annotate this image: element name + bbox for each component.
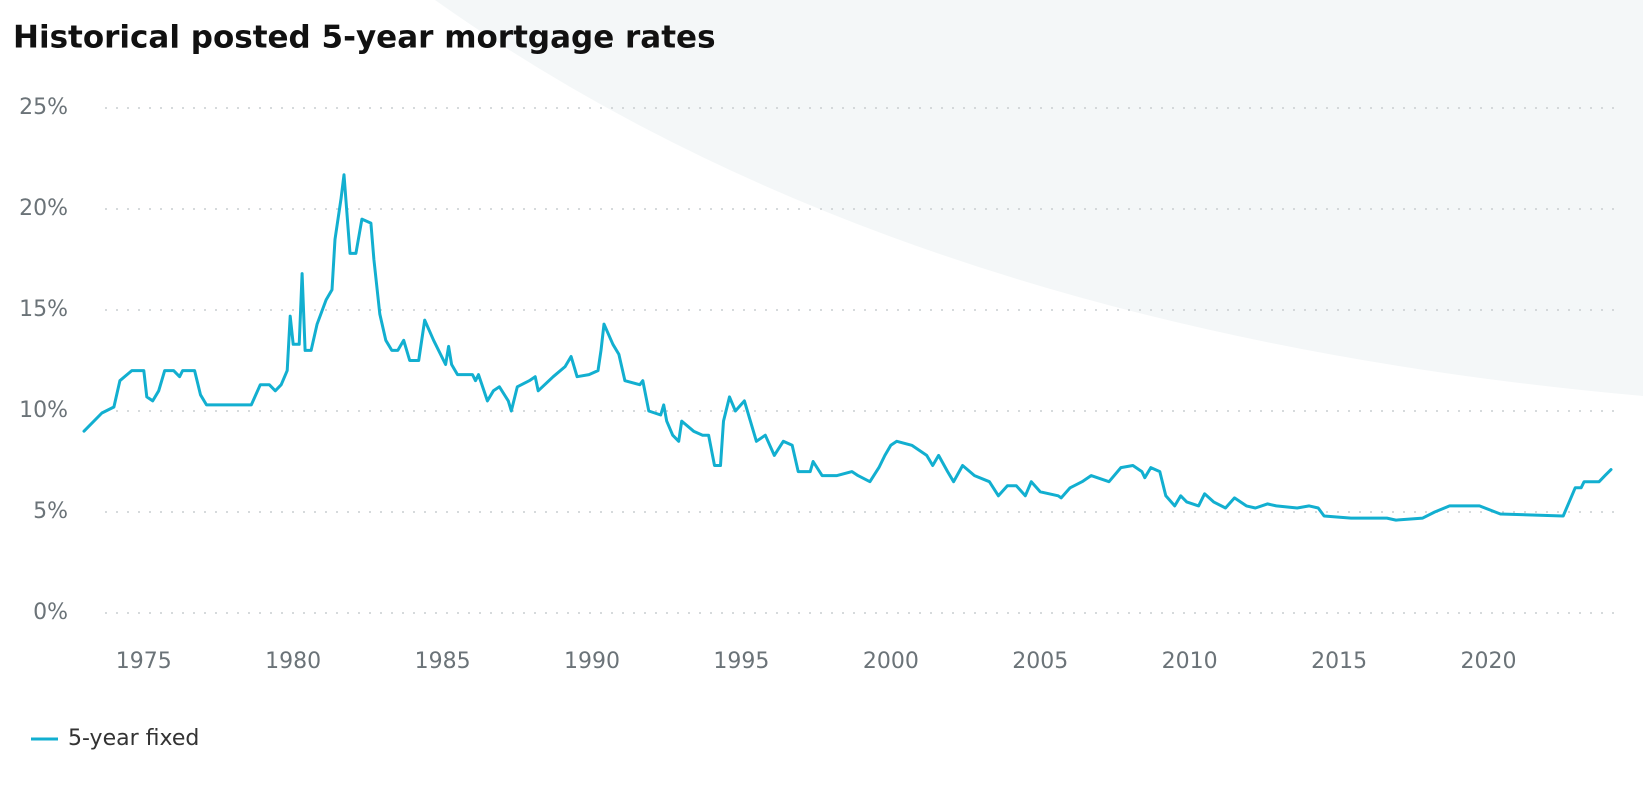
y-tick-label: 15% (19, 297, 68, 322)
x-tick-label: 1995 (713, 649, 769, 674)
y-tick-label: 10% (19, 398, 68, 423)
x-tick-label: 1985 (415, 649, 471, 674)
y-tick-label: 20% (19, 196, 68, 221)
x-tick-label: 2000 (863, 649, 919, 674)
legend-label: 5-year fixed (68, 726, 199, 751)
y-tick-label: 25% (19, 95, 68, 120)
background-shape (435, 0, 1643, 396)
x-tick-label: 1975 (116, 649, 172, 674)
y-tick-label: 5% (33, 499, 68, 524)
data-line (82, 173, 1613, 522)
chart-title: Historical posted 5-year mortgage rates (13, 20, 716, 56)
x-tick-label: 2005 (1012, 649, 1068, 674)
x-tick-label: 2010 (1162, 649, 1218, 674)
y-tick-label: 0% (33, 600, 68, 625)
x-tick-label: 1990 (564, 649, 620, 674)
x-tick-label: 2015 (1311, 649, 1367, 674)
x-tick-label: 1980 (265, 649, 321, 674)
x-tick-label: 2020 (1460, 649, 1516, 674)
